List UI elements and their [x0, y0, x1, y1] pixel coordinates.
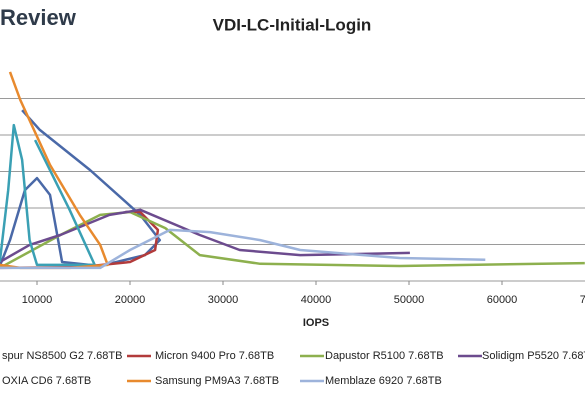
legend-label: OXIA CD6 7.68TB [2, 375, 91, 387]
legend-label: Memblaze 6920 7.68TB [325, 375, 442, 387]
legend-label: Dapustor R5100 7.68TB [325, 350, 444, 362]
x-tick-label: 60000 [487, 294, 518, 306]
series-line [0, 123, 96, 267]
series-line [0, 208, 410, 264]
x-tick-label: 70000 [580, 294, 585, 306]
x-tick-label: 50000 [394, 294, 425, 306]
series-line [0, 210, 160, 270]
legend-label: Micron 9400 Pro 7.68TB [155, 350, 274, 362]
x-axis-label: IOPS [303, 317, 329, 329]
logo: Review [0, 5, 77, 30]
legend-label: Solidigm P5520 7.68TB [482, 350, 585, 362]
x-tick-label: 10000 [22, 294, 53, 306]
series-line [0, 228, 486, 270]
legend-label: Samsung PM9A3 7.68TB [155, 375, 279, 387]
x-tick-label: 40000 [301, 294, 332, 306]
x-tick-label: 30000 [208, 294, 239, 306]
series-line [0, 210, 585, 269]
legend-label: spur NS8500 G2 7.68TB [2, 350, 122, 362]
x-tick-label: 20000 [115, 294, 146, 306]
chart-title: VDI-LC-Initial-Login [213, 15, 372, 34]
